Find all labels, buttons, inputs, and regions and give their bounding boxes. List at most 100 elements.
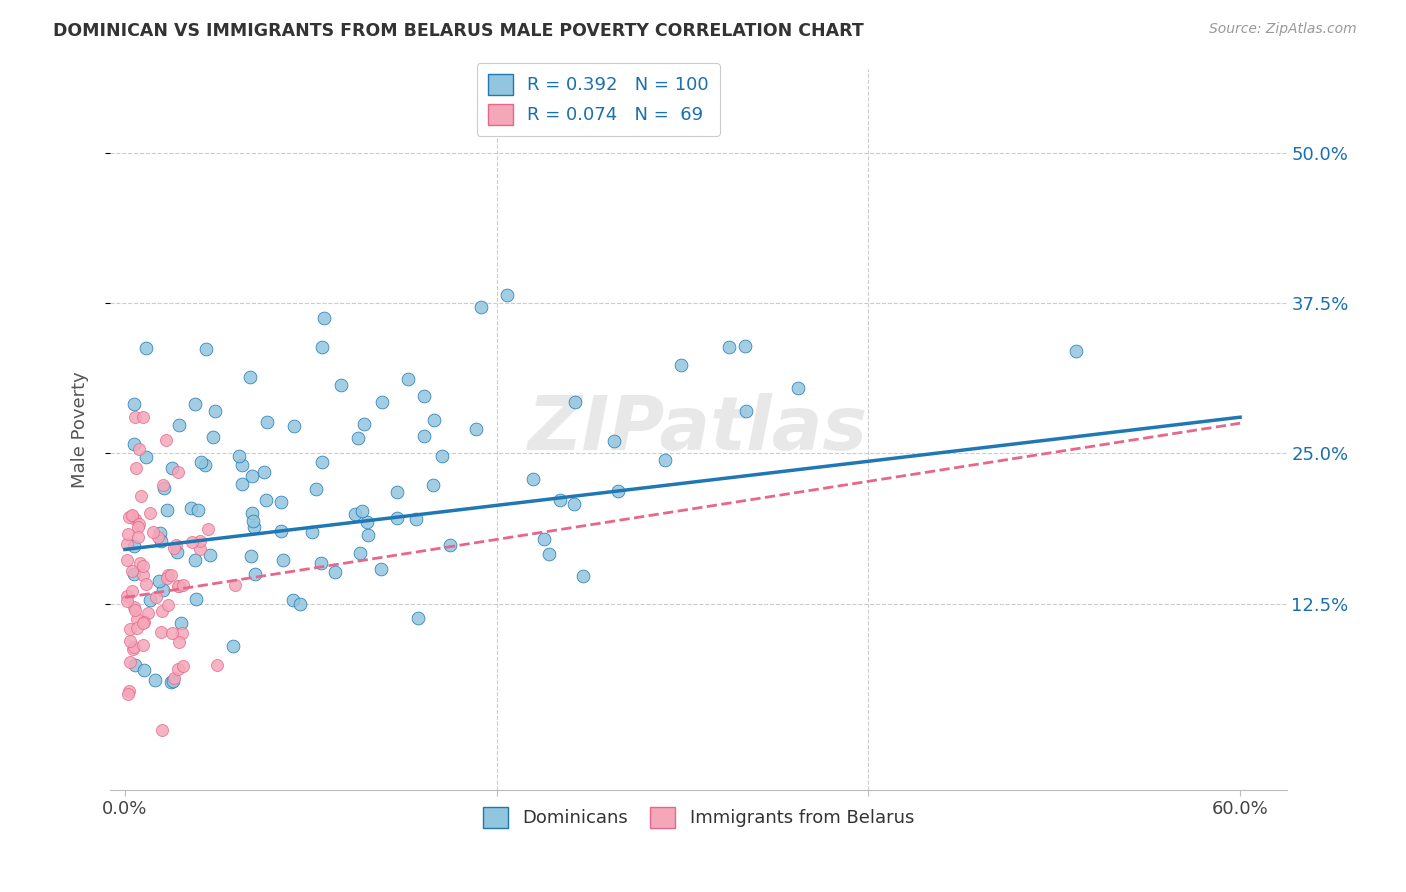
- Point: [115, 594, 138, 608]
- Point: [121, 508, 143, 523]
- Point: [242, 514, 264, 528]
- Point: [139, 593, 162, 607]
- Point: [162, 461, 184, 475]
- Point: [718, 340, 741, 354]
- Point: [343, 507, 366, 521]
- Point: [122, 437, 145, 451]
- Point: [205, 658, 228, 673]
- Point: [180, 501, 202, 516]
- Point: [132, 615, 155, 629]
- Point: [167, 635, 190, 649]
- Point: [167, 662, 190, 676]
- Point: [603, 434, 626, 449]
- Point: [132, 663, 155, 677]
- Point: [117, 687, 139, 701]
- Point: [188, 542, 211, 557]
- Point: [122, 640, 145, 655]
- Point: [160, 626, 183, 640]
- Point: [786, 381, 808, 395]
- Point: [312, 310, 335, 325]
- Point: [231, 477, 253, 491]
- Point: [145, 591, 167, 605]
- Point: [132, 410, 155, 425]
- Point: [172, 578, 194, 592]
- Point: [128, 517, 150, 532]
- Point: [150, 534, 173, 549]
- Point: [385, 510, 408, 524]
- Point: [370, 562, 392, 576]
- Point: [135, 341, 157, 355]
- Point: [243, 520, 266, 534]
- Point: [734, 339, 756, 353]
- Point: [128, 442, 150, 456]
- Point: [1064, 344, 1087, 359]
- Point: [181, 535, 204, 549]
- Point: [173, 659, 195, 673]
- Point: [423, 413, 446, 427]
- Point: [165, 538, 187, 552]
- Point: [170, 626, 193, 640]
- Point: [533, 532, 555, 546]
- Point: [129, 556, 152, 570]
- Point: [270, 495, 292, 509]
- Point: [330, 377, 353, 392]
- Point: [124, 512, 146, 526]
- Point: [194, 458, 217, 472]
- Point: [253, 465, 276, 479]
- Point: [117, 527, 139, 541]
- Point: [273, 553, 295, 567]
- Point: [195, 343, 218, 357]
- Point: [143, 673, 166, 688]
- Point: [117, 684, 139, 698]
- Point: [167, 418, 190, 433]
- Point: [311, 340, 333, 354]
- Point: [135, 450, 157, 464]
- Point: [152, 478, 174, 492]
- Point: [124, 658, 146, 673]
- Point: [167, 465, 190, 479]
- Point: [118, 623, 141, 637]
- Point: [162, 673, 184, 688]
- Point: [464, 422, 486, 436]
- Point: [160, 674, 183, 689]
- Point: [120, 655, 142, 669]
- Point: [496, 288, 519, 302]
- Point: [396, 372, 419, 386]
- Point: [422, 478, 444, 492]
- Point: [121, 509, 143, 524]
- Point: [735, 404, 758, 418]
- Point: [439, 537, 461, 551]
- Point: [301, 525, 323, 540]
- Point: [163, 541, 186, 555]
- Point: [239, 549, 262, 563]
- Point: [115, 537, 138, 551]
- Point: [184, 552, 207, 566]
- Point: [124, 410, 146, 425]
- Point: [204, 403, 226, 417]
- Y-axis label: Male Poverty: Male Poverty: [72, 371, 89, 488]
- Text: Source: ZipAtlas.com: Source: ZipAtlas.com: [1209, 22, 1357, 37]
- Point: [166, 545, 188, 559]
- Point: [470, 300, 492, 314]
- Point: [430, 449, 453, 463]
- Point: [352, 503, 374, 517]
- Point: [169, 579, 191, 593]
- Point: [127, 612, 149, 626]
- Point: [356, 516, 378, 530]
- Point: [240, 469, 263, 483]
- Point: [256, 415, 278, 429]
- Point: [148, 574, 170, 588]
- Point: [152, 582, 174, 597]
- Point: [132, 638, 155, 652]
- Point: [288, 597, 311, 611]
- Point: [141, 525, 163, 540]
- Point: [198, 548, 221, 562]
- Point: [124, 603, 146, 617]
- Point: [122, 641, 145, 656]
- Point: [309, 556, 332, 570]
- Point: [132, 558, 155, 573]
- Point: [371, 395, 394, 409]
- Point: [129, 489, 152, 503]
- Point: [183, 397, 205, 411]
- Point: [184, 592, 207, 607]
